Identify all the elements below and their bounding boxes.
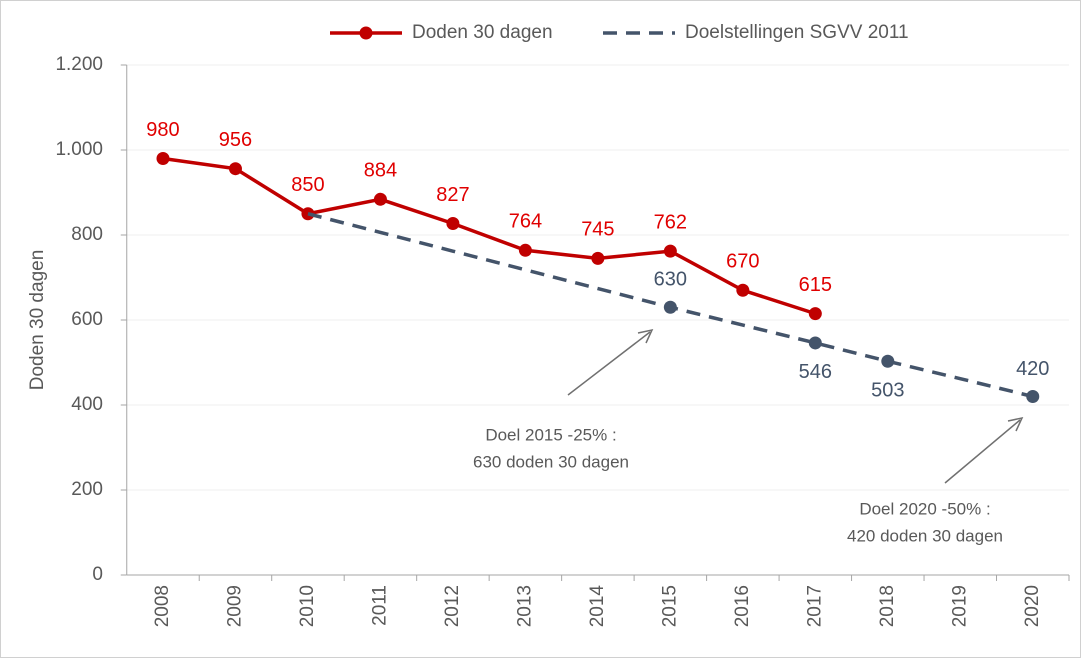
x-tick-label: 2019 — [949, 585, 970, 627]
data-label: 980 — [146, 119, 179, 141]
annotation-text: 630 doden 30 dagen — [473, 452, 629, 471]
x-tick-label: 2018 — [877, 585, 898, 627]
annotation-arrow-head — [637, 328, 654, 344]
data-point — [663, 300, 677, 314]
y-tick-label: 1.000 — [55, 139, 103, 160]
annotation-text: Doel 2015 -25% : — [485, 425, 616, 444]
annotation-text: Doel 2020 -50% : — [859, 499, 990, 518]
x-tick-label: 2011 — [369, 585, 390, 626]
data-point — [881, 354, 895, 368]
data-point — [663, 244, 677, 258]
y-tick-label: 200 — [71, 479, 103, 500]
data-label: 670 — [726, 251, 759, 273]
x-tick-label: 2008 — [152, 585, 173, 627]
data-point — [446, 217, 460, 231]
x-tick-label: 2012 — [442, 585, 463, 627]
data-label: 615 — [799, 274, 832, 296]
data-point — [373, 192, 387, 206]
data-label: 546 — [799, 361, 832, 383]
data-point — [808, 336, 822, 350]
legend-label: Doelstellingen SGVV 2011 — [685, 22, 909, 43]
annotation-text: 420 doden 30 dagen — [847, 526, 1003, 545]
data-label: 850 — [291, 174, 324, 196]
data-point — [156, 152, 170, 165]
series-line — [162, 156, 816, 316]
y-axis-label: Doden 30 dagen — [27, 250, 48, 391]
x-tick-label: 2017 — [804, 585, 825, 627]
data-label: 884 — [364, 160, 397, 182]
x-tick-label: 2014 — [587, 585, 608, 628]
data-label: 764 — [509, 211, 542, 233]
x-tick-label: 2010 — [297, 585, 318, 627]
x-tick-label: 2020 — [1022, 585, 1043, 627]
data-point — [591, 251, 605, 265]
x-tick-label: 2016 — [732, 585, 753, 627]
data-label: 420 — [1016, 358, 1049, 380]
data-label: 503 — [871, 380, 904, 402]
legend-marker — [359, 26, 373, 40]
data-point — [1026, 390, 1040, 403]
data-label: 956 — [219, 129, 252, 151]
annotation-arrow — [944, 419, 1021, 484]
y-tick-label: 0 — [92, 564, 103, 585]
data-point — [808, 307, 822, 321]
y-tick-label: 800 — [71, 224, 103, 245]
y-tick-label: 600 — [71, 309, 103, 330]
x-tick-label: 2015 — [659, 585, 680, 627]
x-tick-label: 2009 — [224, 585, 245, 627]
data-point — [736, 283, 750, 297]
y-tick-label: 400 — [71, 394, 103, 415]
data-label: 745 — [581, 219, 614, 241]
data-label: 762 — [654, 211, 687, 233]
data-point — [518, 243, 532, 257]
annotation-arrow-head — [1007, 416, 1024, 432]
x-tick-label: 2013 — [514, 585, 535, 627]
data-point — [228, 162, 242, 176]
legend-label: Doden 30 dagen — [412, 22, 553, 43]
data-label: 827 — [436, 184, 469, 206]
y-tick-label: 1.200 — [55, 54, 103, 75]
data-label: 630 — [654, 269, 687, 291]
annotation-arrow — [567, 331, 651, 396]
